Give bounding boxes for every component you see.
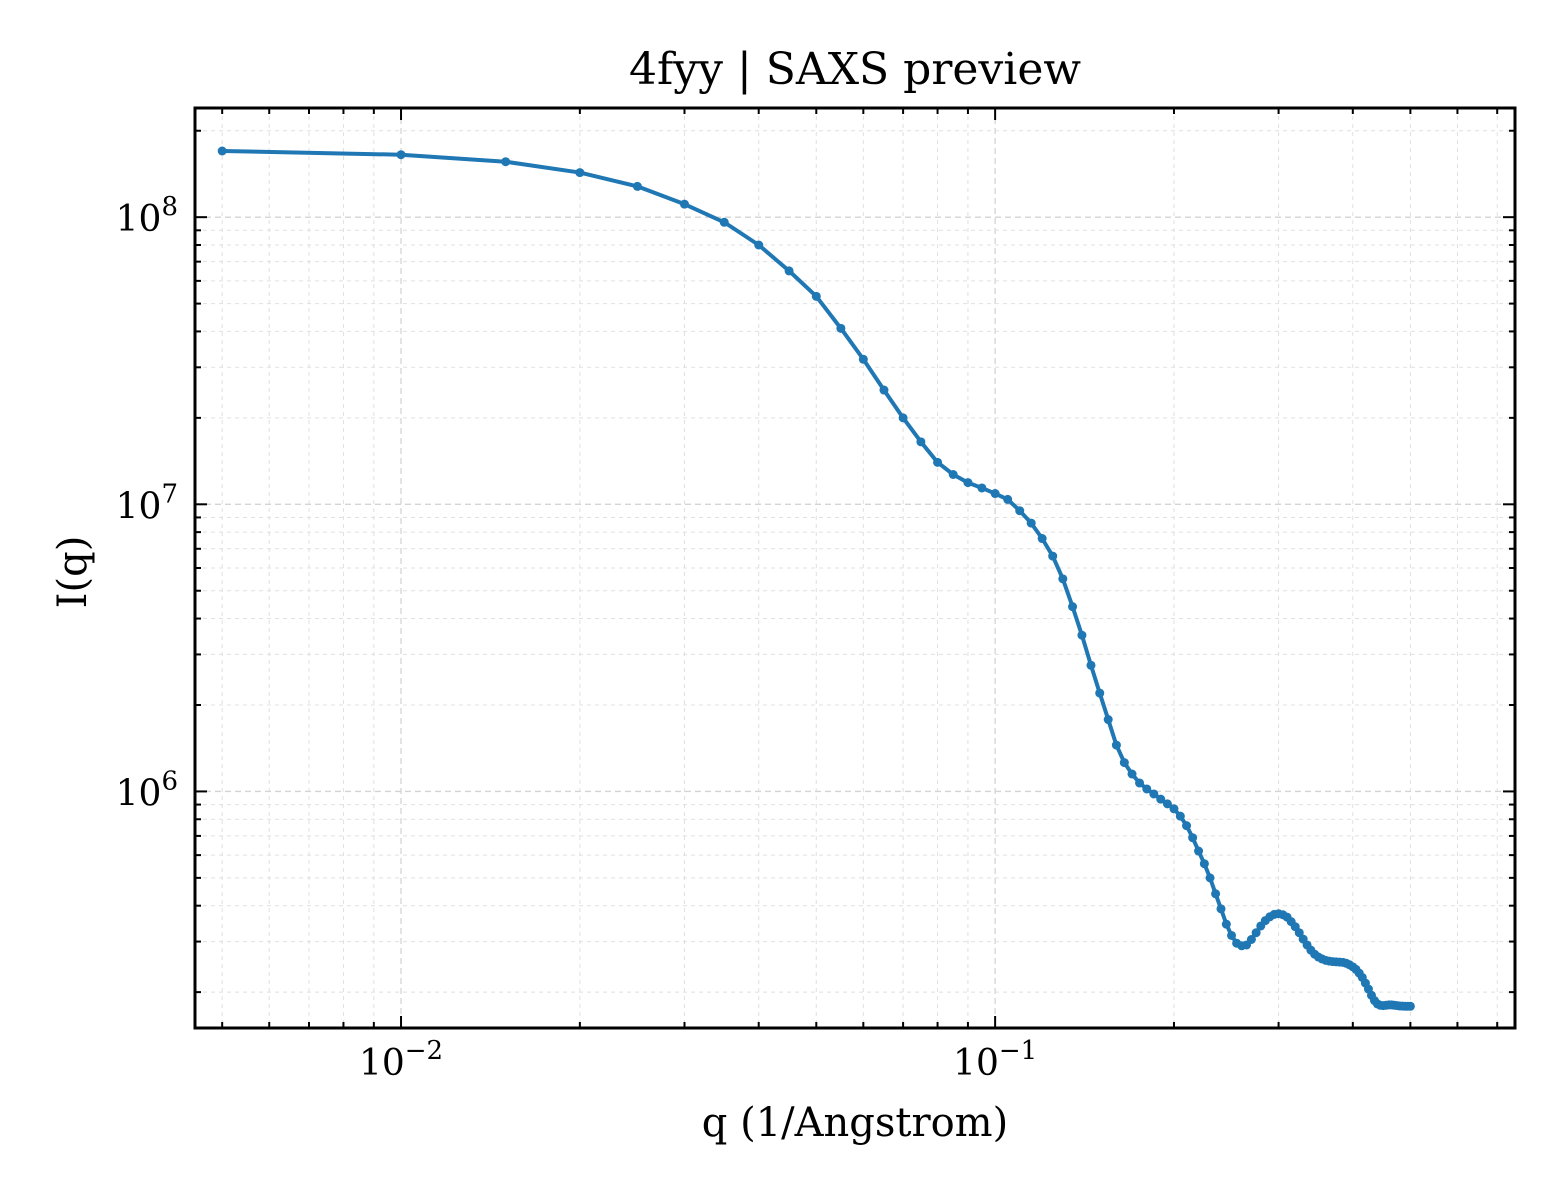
chart-title: 4fyy | SAXS preview — [629, 44, 1081, 95]
y-tick-label: 107 — [116, 479, 178, 527]
plot-frame — [193, 106, 1517, 1030]
data-point — [719, 217, 729, 227]
data-point — [217, 146, 227, 156]
data-point — [1216, 904, 1226, 914]
data-point — [1169, 804, 1179, 814]
data-point — [1205, 873, 1215, 883]
data-point — [1162, 799, 1172, 809]
tick-labels: 10−2 10−1 106 107 108 — [116, 192, 1038, 1084]
data-point — [977, 483, 987, 493]
data-point — [1135, 778, 1145, 788]
x-tick-label: 10−2 — [359, 1036, 443, 1084]
data-point — [858, 354, 868, 364]
data-series — [217, 146, 1415, 1011]
data-point — [1058, 574, 1068, 584]
data-point — [1156, 794, 1166, 804]
data-point — [1194, 846, 1204, 856]
data-point — [1227, 930, 1237, 940]
data-point — [754, 240, 764, 250]
data-point — [1175, 811, 1185, 821]
data-point — [1077, 630, 1087, 640]
data-point — [879, 385, 889, 395]
data-point — [1103, 715, 1113, 725]
data-point — [898, 413, 908, 423]
data-point — [1119, 758, 1129, 768]
data-point — [1095, 688, 1105, 698]
data-point — [1068, 602, 1078, 612]
data-point — [1142, 784, 1152, 794]
data-point — [1199, 859, 1209, 869]
data-point — [916, 437, 926, 447]
grid — [195, 108, 1515, 1028]
data-point — [396, 150, 406, 160]
x-axis-label: q (1/Angstrom) — [702, 1100, 1008, 1146]
data-point — [1015, 506, 1025, 516]
data-point — [1127, 769, 1137, 779]
y-tick-label: 108 — [116, 192, 178, 240]
data-point — [784, 266, 794, 276]
data-point — [1188, 833, 1198, 843]
data-point — [501, 157, 511, 167]
data-point — [1405, 1001, 1415, 1011]
data-point — [679, 199, 689, 209]
data-point — [1251, 928, 1261, 938]
data-point — [1048, 551, 1058, 561]
y-tick-label: 106 — [116, 766, 178, 814]
data-point — [1149, 789, 1159, 799]
data-point — [1003, 494, 1013, 504]
data-point — [1037, 534, 1047, 544]
data-point — [1221, 919, 1231, 929]
data-point — [963, 478, 973, 488]
data-point — [1246, 935, 1256, 944]
data-point — [1211, 889, 1221, 899]
data-point — [1111, 740, 1121, 750]
data-point — [1086, 660, 1096, 670]
x-tick-label: 10−1 — [953, 1036, 1037, 1084]
data-point — [948, 470, 958, 479]
data-point — [632, 181, 642, 191]
data-point — [836, 323, 846, 333]
data-point — [1026, 518, 1036, 528]
data-point — [811, 291, 821, 301]
data-point — [575, 168, 585, 178]
data-point — [933, 457, 943, 467]
data-point — [1182, 821, 1192, 831]
y-axis-label: I(q) — [50, 536, 96, 609]
data-point — [990, 489, 1000, 499]
